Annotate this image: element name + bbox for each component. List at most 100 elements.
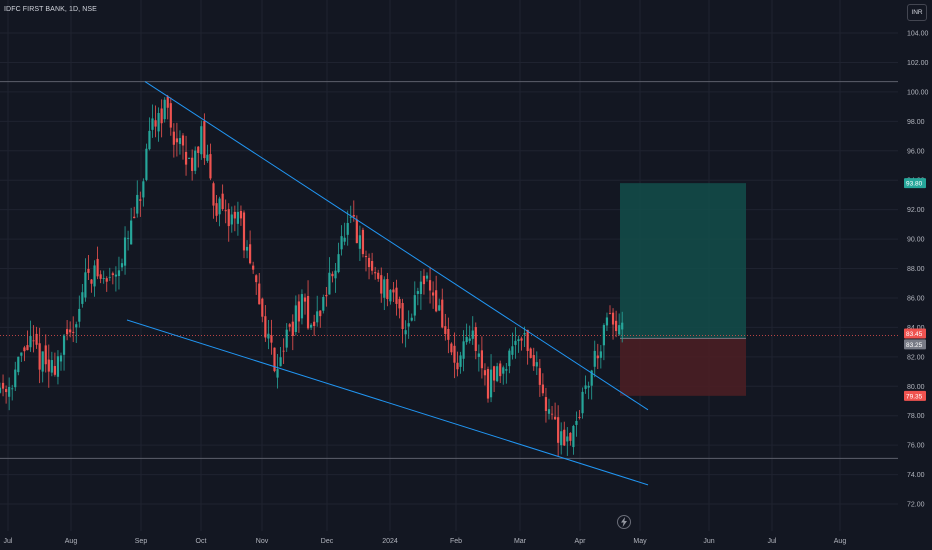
candle-body: [288, 324, 291, 327]
candle-body: [590, 370, 593, 386]
candle-body: [505, 369, 508, 371]
candle-body: [23, 347, 26, 352]
candle-body: [297, 301, 300, 322]
candle-body: [358, 235, 361, 249]
candle-body: [249, 244, 252, 264]
candle-body: [50, 360, 53, 373]
candle-body: [123, 237, 127, 266]
stop-zone[interactable]: [620, 338, 746, 396]
trendline-lower[interactable]: [126, 319, 649, 486]
candle-body: [194, 150, 197, 171]
candle-body: [56, 356, 60, 377]
price-tick-label: 98.00: [907, 119, 925, 126]
candle-body: [489, 369, 493, 398]
candle-body: [432, 292, 435, 296]
candle-body: [197, 146, 200, 153]
candle-body: [322, 296, 325, 311]
trendline-upper[interactable]: [144, 81, 649, 411]
candle-body: [389, 289, 392, 302]
candle-body: [267, 333, 270, 339]
candle-body: [459, 355, 462, 367]
candle-body: [84, 272, 87, 298]
price-axis[interactable]: 72.00 74.00 76.00 78.00 80.00 82.00 84.00 86.00…: [898, 0, 932, 550]
candle-body: [206, 154, 209, 161]
candle-body: [117, 270, 121, 276]
candle-body: [569, 432, 572, 441]
lightning-icon[interactable]: [617, 515, 631, 529]
candle-body: [349, 216, 352, 218]
candle-body: [355, 219, 358, 244]
time-tick-label: Dec: [321, 538, 334, 545]
candle-body: [72, 331, 75, 333]
candle-body: [81, 292, 84, 304]
candle-body: [279, 357, 282, 367]
candle-body: [462, 341, 465, 359]
candle-body: [160, 108, 163, 124]
time-axis[interactable]: Jul Aug Sep Oct Nov Dec 2024 Feb Mar Apr May Jun Jul…: [0, 531, 932, 550]
price-labels: 93.80 83.45 83.25 79.35: [904, 178, 926, 401]
candle-body: [252, 265, 255, 270]
candle-body: [69, 329, 72, 333]
candle-body: [547, 409, 551, 414]
candle-body: [157, 113, 160, 132]
candle-body: [383, 279, 386, 298]
candle-body: [38, 343, 41, 370]
grid: [0, 0, 898, 531]
candle-body: [453, 345, 456, 363]
time-tick-label: Jul: [4, 538, 13, 545]
candle-body: [163, 99, 166, 120]
candle-body: [181, 135, 185, 146]
candle-body: [550, 413, 554, 415]
candle-body: [572, 425, 575, 448]
candle-body: [188, 157, 191, 159]
time-tick-label: Sep: [135, 538, 148, 545]
candle-body: [593, 350, 596, 367]
candle-body: [419, 281, 422, 295]
time-tick-label: Nov: [256, 538, 269, 545]
candle-body: [20, 352, 23, 356]
candle-body: [99, 274, 102, 279]
candle-body: [520, 338, 523, 341]
symbol-title[interactable]: IDFC FIRST BANK, 1D, NSE: [4, 6, 97, 13]
candle-body: [465, 336, 468, 343]
candle-body: [343, 237, 346, 242]
candle-body: [441, 299, 444, 328]
price-tag-entry: [904, 339, 926, 350]
price-tick-label: 86.00: [907, 295, 925, 302]
horizontal-levels[interactable]: [0, 81, 898, 459]
currency-badge[interactable]: INR: [907, 4, 927, 21]
candle-body: [493, 366, 496, 381]
candle-body: [300, 294, 304, 319]
candle-body: [261, 298, 264, 317]
candle-body: [554, 416, 557, 420]
price-tick-label: 100.00: [907, 89, 929, 96]
candle-body: [456, 362, 459, 370]
candle-body: [386, 279, 389, 300]
time-tick-label: Apr: [575, 538, 587, 545]
candle-body: [35, 333, 38, 345]
long-position-tool[interactable]: [620, 183, 746, 396]
candle-body: [11, 388, 14, 390]
candle-body: [364, 255, 368, 258]
candle-body: [59, 355, 63, 362]
candle-body: [340, 236, 343, 250]
candle-body: [346, 222, 349, 235]
candle-body: [319, 310, 322, 317]
candle-body: [258, 283, 261, 305]
candle-body: [313, 321, 316, 327]
candle-body: [200, 126, 203, 155]
profit-zone[interactable]: [620, 183, 746, 339]
candle-body: [557, 417, 560, 443]
candle-body: [422, 275, 426, 285]
candle-body: [596, 355, 599, 359]
trendlines[interactable]: [126, 81, 649, 486]
candle-body: [584, 385, 587, 389]
price-tick-label: 72.00: [907, 502, 925, 509]
candle-body: [581, 391, 584, 414]
candle-body: [325, 294, 328, 297]
candle-body: [532, 355, 535, 367]
price-tick-label: 104.00: [907, 31, 929, 38]
candle-body: [154, 120, 157, 127]
candle-body: [511, 346, 514, 355]
